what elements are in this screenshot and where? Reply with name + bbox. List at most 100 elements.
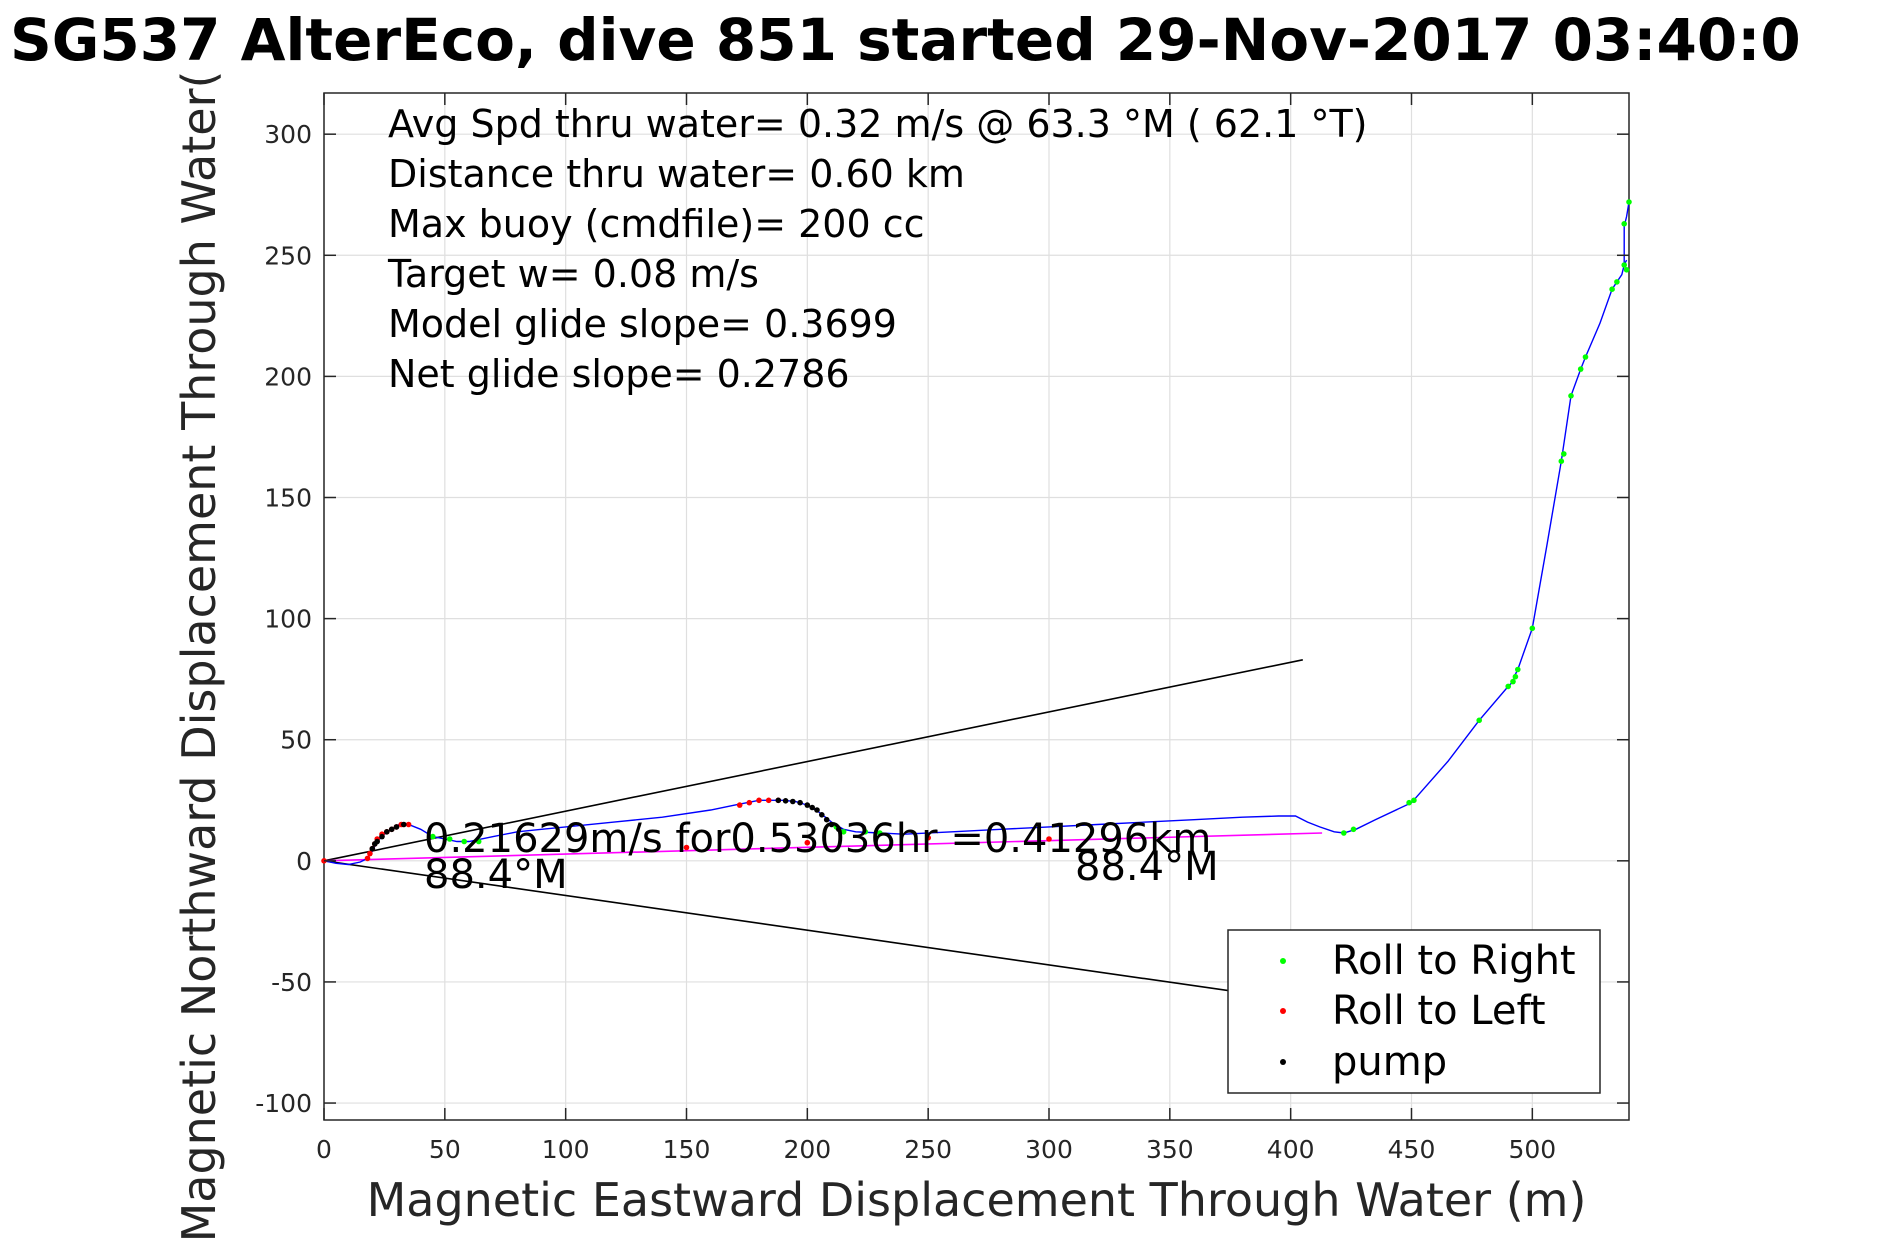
legend-marker-roll-left: [1280, 1008, 1286, 1014]
stat-net-glide: Net glide slope= 0.2786: [388, 352, 850, 396]
point-roll-to-right: [1529, 625, 1536, 632]
y-tick-label: 200: [264, 362, 312, 391]
stat-target-w: Target w= 0.08 m/s: [387, 252, 759, 296]
point-roll-to-right: [1341, 830, 1347, 836]
stat-distance: Distance thru water= 0.60 km: [388, 152, 965, 196]
point-pump: [809, 804, 815, 811]
point-pump: [775, 797, 782, 804]
point-roll-to-left: [405, 821, 412, 828]
point-roll-to-right: [1505, 683, 1511, 690]
legend-marker-roll-right: [1280, 958, 1286, 964]
x-tick-label: 450: [1388, 1135, 1436, 1164]
y-axis-label: Magnetic Northward Displacement Through …: [172, 71, 226, 1243]
point-roll-to-right: [1561, 451, 1567, 457]
legend-box: [1227, 929, 1601, 1094]
plot-area: [323, 92, 1630, 1121]
point-pump: [804, 802, 811, 808]
x-tick-label: 0: [316, 1135, 332, 1164]
stat-avg-speed: Avg Spd thru water= 0.32 m/s @ 63.3 °M (…: [388, 102, 1368, 146]
point-roll-to-right: [877, 830, 883, 836]
point-pump: [814, 807, 820, 813]
y-tick-label: 300: [264, 120, 312, 149]
point-roll-to-right: [430, 833, 436, 840]
point-pump: [797, 799, 803, 806]
x-tick-label: 250: [904, 1135, 952, 1164]
point-roll-to-right: [1512, 673, 1519, 680]
point-pump: [819, 812, 825, 818]
point-roll-to-right: [1476, 717, 1482, 724]
point-roll-to-right: [461, 838, 468, 845]
x-tick-label: 500: [1508, 1135, 1556, 1164]
point-pump: [388, 826, 395, 833]
point-roll-to-left: [683, 844, 690, 851]
point-roll-to-left: [756, 797, 762, 804]
chart-title: SG537 AlterEco, dive 851 started 29-Nov-…: [10, 6, 1801, 74]
y-tick-label: 50: [280, 726, 312, 755]
point-roll-to-right: [446, 836, 453, 842]
stat-model-glide: Model glide slope= 0.3699: [388, 302, 897, 346]
point-roll-to-left: [746, 799, 753, 806]
point-roll-to-right: [1510, 678, 1516, 685]
x-tick-label: 100: [542, 1135, 590, 1164]
legend-label-pump: pump: [1332, 1039, 1447, 1085]
point-roll-to-left: [1046, 836, 1052, 842]
point-roll-to-right: [1515, 666, 1521, 673]
point-pump: [828, 821, 835, 828]
point-pump: [401, 821, 407, 828]
y-tick-label: 250: [264, 241, 312, 270]
point-roll-to-left: [804, 839, 811, 846]
point-pump: [836, 826, 842, 833]
point-pump: [374, 838, 381, 845]
point-roll-to-right: [862, 829, 869, 835]
y-tick-label: 100: [264, 605, 312, 634]
y-tick-label: 0: [296, 847, 312, 876]
point-pump: [790, 798, 796, 805]
stats-text: Avg Spd thru water= 0.32 m/s @ 63.3 °M (…: [387, 102, 1368, 396]
data-markers: [321, 199, 1632, 864]
y-tick-label: -50: [271, 968, 312, 997]
heading-annotation-right: 88.4°M: [1075, 844, 1219, 890]
cone-line-upper: [323, 659, 1303, 862]
point-roll-to-right: [1621, 221, 1627, 227]
point-roll-to-right: [1568, 393, 1574, 399]
point-roll-to-right: [1626, 199, 1632, 205]
point-pump: [379, 833, 385, 840]
point-roll-to-left: [736, 802, 743, 808]
point-roll-to-right: [1582, 354, 1589, 360]
x-tick-label: 350: [1146, 1135, 1194, 1164]
point-pump: [823, 816, 830, 823]
point-roll-to-left: [364, 855, 371, 862]
point-roll-to-right: [475, 838, 482, 845]
y-tick-label: 150: [264, 484, 312, 513]
point-roll-to-right: [840, 829, 847, 835]
x-tick-label: 400: [1267, 1135, 1315, 1164]
point-roll-to-right: [1609, 286, 1615, 293]
legend-marker-pump: [1280, 1059, 1286, 1065]
depth-average-line: [323, 832, 1323, 862]
cone-line-lower: [323, 860, 1303, 1003]
x-tick-label: 300: [1025, 1135, 1073, 1164]
x-tick-label: 50: [429, 1135, 461, 1164]
point-pump: [393, 824, 400, 830]
axis-ticks: 0 50 100 150 200 250 300 350 400 450 500 -100 -50 0 50…: [255, 93, 1629, 1164]
point-roll-to-right: [1350, 826, 1357, 833]
x-tick-label: 150: [663, 1135, 711, 1164]
x-tick-label: 200: [783, 1135, 831, 1164]
y-tick-label: -100: [255, 1089, 312, 1118]
heading-annotation-left: 88.4°M: [424, 852, 568, 898]
point-roll-to-right: [1558, 458, 1565, 465]
point-roll-to-left: [925, 835, 931, 841]
point-roll-to-left: [367, 850, 373, 857]
point-pump: [384, 829, 390, 835]
point-roll-to-right: [1623, 267, 1630, 273]
point-roll-to-right: [1577, 366, 1584, 372]
point-roll-to-right: [1621, 262, 1627, 268]
point-pump: [369, 845, 376, 852]
point-roll-to-right: [1411, 797, 1417, 804]
point-roll-to-left: [765, 797, 772, 804]
legend: Roll to Right Roll to Left pump: [1227, 929, 1601, 1094]
point-roll-to-right: [1614, 279, 1620, 285]
stat-max-buoy: Max buoy (cmdfile)= 200 cc: [388, 202, 925, 246]
point-pump: [782, 798, 789, 804]
